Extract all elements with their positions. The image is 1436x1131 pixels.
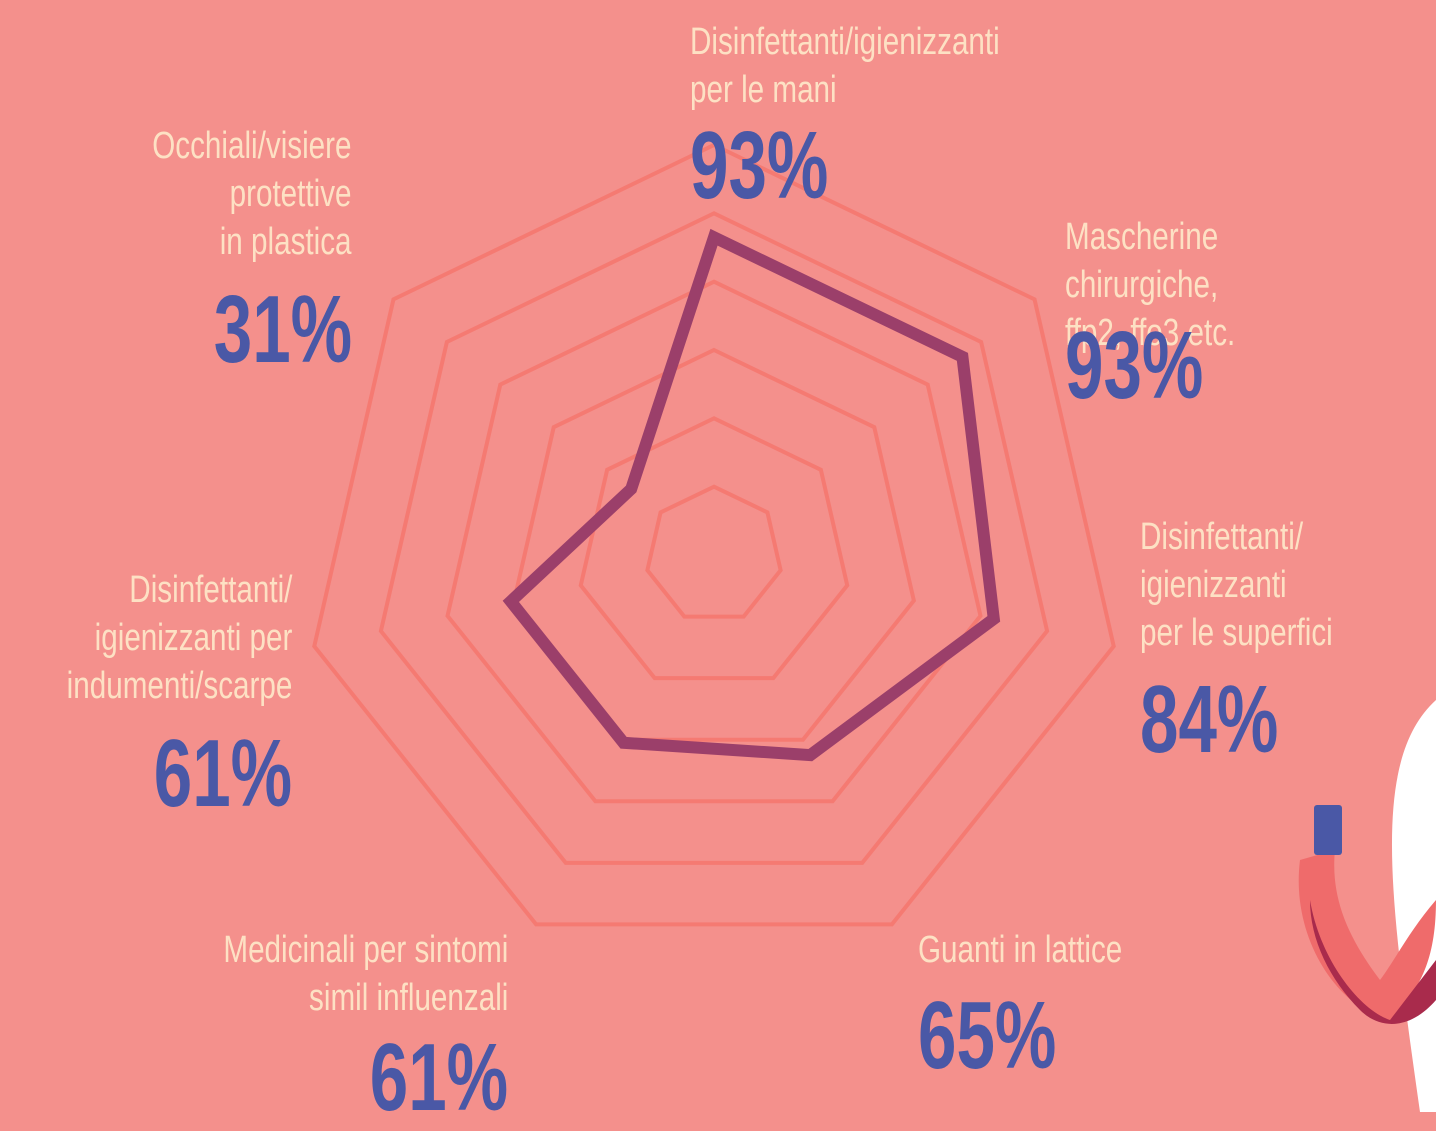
grid-ring	[378, 211, 1050, 865]
value-label: 93%	[1065, 312, 1204, 419]
value-label: 61%	[369, 1024, 508, 1131]
grid-ring	[445, 279, 983, 804]
category-label: Guanti in lattice	[918, 929, 1123, 971]
category-label: Occhiali/visiere protettive in plastica	[152, 125, 352, 263]
value-label: 65%	[918, 982, 1057, 1089]
value-label: 84%	[1140, 666, 1279, 773]
value-label: 61%	[153, 720, 292, 827]
category-label: Mascherine chirurgiche, ffp2, ffo3 etc.	[1065, 216, 1236, 354]
decoration	[1298, 700, 1436, 1112]
category-label: Disinfettanti/ igienizzanti per indument…	[66, 569, 292, 707]
category-label: Disinfettanti/igienizzanti per le mani	[690, 21, 1000, 111]
category-label: Disinfettanti/ igienizzanti per le super…	[1140, 516, 1333, 654]
grid-ring	[312, 142, 1116, 927]
data-line	[502, 228, 1001, 762]
category-label: Medicinali per sintomi simil influenzali	[223, 929, 508, 1019]
grid-ring	[511, 347, 917, 742]
grid-ring	[645, 484, 783, 619]
value-label: 93%	[690, 112, 829, 219]
value-label: 31%	[213, 276, 352, 383]
grid-ring	[578, 416, 850, 681]
